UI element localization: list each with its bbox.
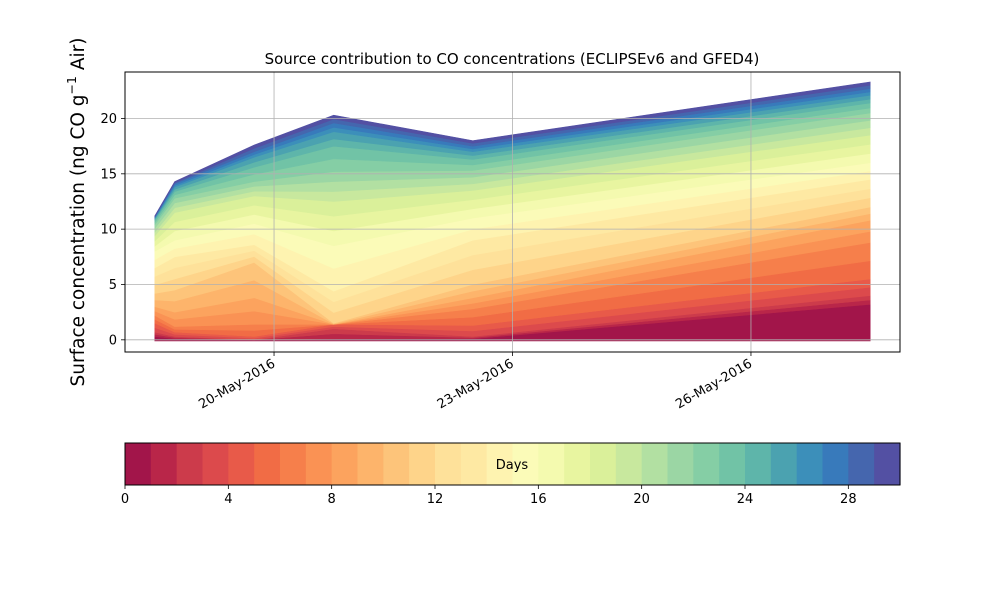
colorbar-label: Days	[496, 458, 529, 473]
colorbar-cell-3	[202, 443, 229, 485]
colorbar-cell-17	[564, 443, 591, 485]
y-axis-label: Surface concentration (ng CO g−1 Air)	[64, 38, 89, 387]
colorbar-cell-29	[874, 443, 901, 485]
colorbar-cell-23	[719, 443, 746, 485]
colorbar-cell-4	[228, 443, 255, 485]
y-tick-label-1: 5	[109, 278, 117, 293]
colorbar-tick-label-6: 24	[737, 492, 754, 507]
colorbar-cell-16	[538, 443, 565, 485]
y-axis-label-superscript: −1	[64, 76, 79, 94]
colorbar-cell-24	[745, 443, 772, 485]
colorbar-tick-label-3: 12	[427, 492, 444, 507]
colorbar-cell-12	[435, 443, 462, 485]
colorbar-cell-25	[770, 443, 798, 485]
x-tick-label-2: 26-May-2016	[673, 356, 755, 412]
colorbar-cell-19	[615, 443, 643, 485]
y-tick-label-3: 15	[100, 167, 117, 182]
colorbar-tick-label-2: 8	[328, 492, 336, 507]
colorbar-cell-21	[667, 443, 694, 485]
colorbar-cell-20	[641, 443, 669, 485]
x-axis: 20-May-2016 23-May-2016 26-May-2016	[196, 352, 755, 412]
y-axis-label-tail: Air)	[68, 38, 89, 77]
colorbar-cell-9	[357, 443, 384, 485]
y-tick-label-2: 10	[100, 223, 117, 238]
colorbar-tick-label-1: 4	[224, 492, 232, 507]
colorbar	[125, 443, 901, 485]
y-tick-label-0: 0	[109, 333, 117, 348]
colorbar-cell-26	[796, 443, 824, 485]
y-tick-label-4: 20	[100, 112, 117, 127]
colorbar-cell-27	[822, 443, 849, 485]
colorbar-tick-label-7: 28	[840, 492, 857, 507]
colorbar-tick-label-4: 16	[530, 492, 547, 507]
area-band-day-29	[154, 81, 871, 218]
colorbar-cell-22	[693, 443, 720, 485]
colorbar-cell-10	[383, 443, 410, 485]
y-axis: 0 5 10 15 20	[100, 112, 125, 348]
colorbar-cell-11	[409, 443, 436, 485]
colorbar-cell-0	[125, 443, 152, 485]
colorbar-cell-5	[254, 443, 281, 485]
colorbar-cell-18	[590, 443, 617, 485]
colorbar-cell-8	[331, 443, 359, 485]
colorbar-cell-14	[486, 443, 514, 485]
colorbar-frame	[124, 442, 901, 486]
x-tick-label-1: 23-May-2016	[435, 356, 517, 412]
colorbar-cell-1	[150, 443, 178, 485]
x-tick-label-0: 20-May-2016	[196, 356, 278, 412]
colorbar-cell-2	[176, 443, 204, 485]
colorbar-cell-6	[280, 443, 307, 485]
colorbar-tick-label-0: 0	[121, 492, 129, 507]
colorbar-axis: 0 4 8 12 16 20 24 28	[121, 485, 857, 507]
y-axis-label-main: Surface concentration (ng CO g	[68, 94, 89, 386]
colorbar-cell-7	[305, 443, 333, 485]
colorbar-cell-28	[848, 443, 875, 485]
colorbar-tick-label-5: 20	[633, 492, 650, 507]
colorbar-cell-15	[512, 443, 539, 485]
grid-layer	[125, 72, 900, 352]
colorbar-cell-13	[460, 443, 488, 485]
chart-title: Source contribution to CO concentrations…	[265, 50, 760, 68]
